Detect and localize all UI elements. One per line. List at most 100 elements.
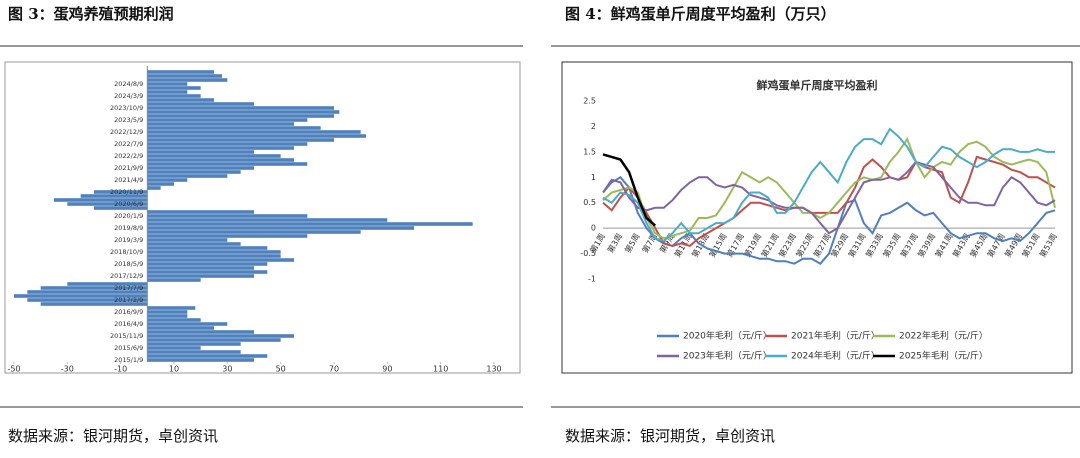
- y-tick-label: 2015/6/9: [114, 344, 143, 352]
- legend-label: 2023年毛利（元/斤）: [683, 350, 772, 362]
- x-tick-label: 10: [169, 365, 179, 374]
- y-tick-label: 2023/5/9: [114, 116, 143, 124]
- bar: [94, 206, 148, 210]
- bar: [147, 346, 201, 350]
- bar: [147, 254, 281, 258]
- x-tick-label: 70: [329, 365, 339, 374]
- series-line: [602, 153, 657, 227]
- bar: [147, 266, 254, 270]
- bar: [147, 218, 388, 222]
- y-tick-label: 2015/1/9: [114, 356, 143, 364]
- bar: [147, 314, 188, 318]
- bar: [147, 90, 188, 94]
- bar: [147, 222, 473, 226]
- bar: [147, 278, 201, 282]
- chart-title: 鲜鸡蛋单斤周度平均盈利: [757, 78, 878, 92]
- bar: [27, 290, 148, 294]
- y-tick-label: 1.5: [583, 147, 596, 156]
- chart-frame: [561, 61, 1073, 374]
- figure-caption: 图 3：蛋鸡养殖预期利润: [8, 5, 174, 23]
- y-tick-label: 2020/1/9: [114, 212, 143, 220]
- y-tick-label: 2022/12/9: [110, 128, 143, 136]
- bar: [147, 106, 334, 110]
- y-tick-label: 2.5: [583, 97, 596, 106]
- bar: [94, 190, 148, 194]
- series-line: [602, 136, 1056, 240]
- bar: [147, 210, 254, 214]
- figure-caption: 图 4：鲜鸡蛋单斤周度平均盈利（万只）: [565, 5, 836, 23]
- y-tick-label: 2020/6/9: [114, 200, 143, 208]
- bar: [147, 134, 366, 138]
- y-tick-label: 1: [591, 173, 596, 182]
- bar: [147, 178, 188, 182]
- bar: [147, 110, 340, 114]
- x-tick-label: -50: [7, 365, 20, 374]
- bar: [147, 242, 241, 246]
- bar: [147, 230, 361, 234]
- legend-label: 2024年毛利（元/斤）: [791, 350, 880, 362]
- bar: [147, 122, 294, 126]
- y-tick-label: 2022/7/9: [114, 140, 143, 148]
- bar: [147, 358, 254, 362]
- bar: [147, 146, 294, 150]
- y-tick-label: 2023/10/9: [110, 104, 143, 112]
- legend-label: 2020年毛利（元/斤）: [683, 330, 772, 342]
- bar: [54, 198, 148, 202]
- bar: [147, 86, 201, 90]
- bar: [147, 318, 201, 322]
- bar: [147, 186, 161, 190]
- bar: [147, 350, 241, 354]
- x-tick-label: 50: [276, 365, 286, 374]
- figure-source: 数据来源：银河期货，卓创资讯: [565, 427, 775, 445]
- bar: [147, 94, 201, 98]
- bar: [147, 270, 268, 274]
- bar: [147, 70, 214, 74]
- bar: [147, 354, 268, 358]
- y-tick-label: 2020/11/9: [110, 188, 143, 196]
- bar: [147, 182, 174, 186]
- bar: [147, 162, 308, 166]
- x-tick-label: 90: [382, 365, 392, 374]
- bar: [147, 234, 308, 238]
- bar: [147, 170, 241, 174]
- bar: [147, 306, 196, 310]
- bar: [147, 274, 254, 278]
- y-tick-label: 2018/10/9: [110, 248, 143, 256]
- x-tick-label: 110: [433, 365, 448, 374]
- x-tick-label: 30: [222, 365, 232, 374]
- bar: [147, 102, 254, 106]
- bar: [80, 194, 148, 198]
- bar: [147, 74, 222, 78]
- y-tick-label: 2021/9/9: [114, 164, 143, 172]
- y-tick-label: 2016/9/9: [114, 308, 143, 316]
- bar: [147, 150, 254, 154]
- x-tick-label: 130: [486, 365, 501, 374]
- y-tick-label: 2021/4/9: [114, 176, 143, 184]
- bar: [14, 294, 148, 298]
- y-tick-label: 2017/7/9: [114, 284, 143, 292]
- bar: [147, 142, 308, 146]
- y-tick-label: 2018/5/9: [114, 260, 143, 268]
- bar: [147, 166, 254, 170]
- bar: [147, 214, 308, 218]
- bar: [147, 338, 281, 342]
- bar: [147, 322, 228, 326]
- bar: [147, 118, 308, 122]
- bar: [147, 262, 268, 266]
- bar: [147, 130, 361, 134]
- y-tick-label: 0: [591, 224, 596, 233]
- legend-label: 2022年毛利（元/斤）: [899, 330, 988, 342]
- y-tick-label: 2019/3/9: [114, 236, 143, 244]
- bar: [40, 286, 148, 290]
- bar: [147, 310, 188, 314]
- y-tick-label: 2017/2/9: [114, 296, 143, 304]
- y-tick-label: 0.5: [583, 198, 596, 207]
- bar: [147, 342, 241, 346]
- bar: [147, 154, 281, 158]
- bar: [147, 158, 294, 162]
- bar: [147, 258, 294, 262]
- series-line: [602, 176, 1056, 265]
- legend-label: 2025年毛利（元/斤）: [899, 350, 988, 362]
